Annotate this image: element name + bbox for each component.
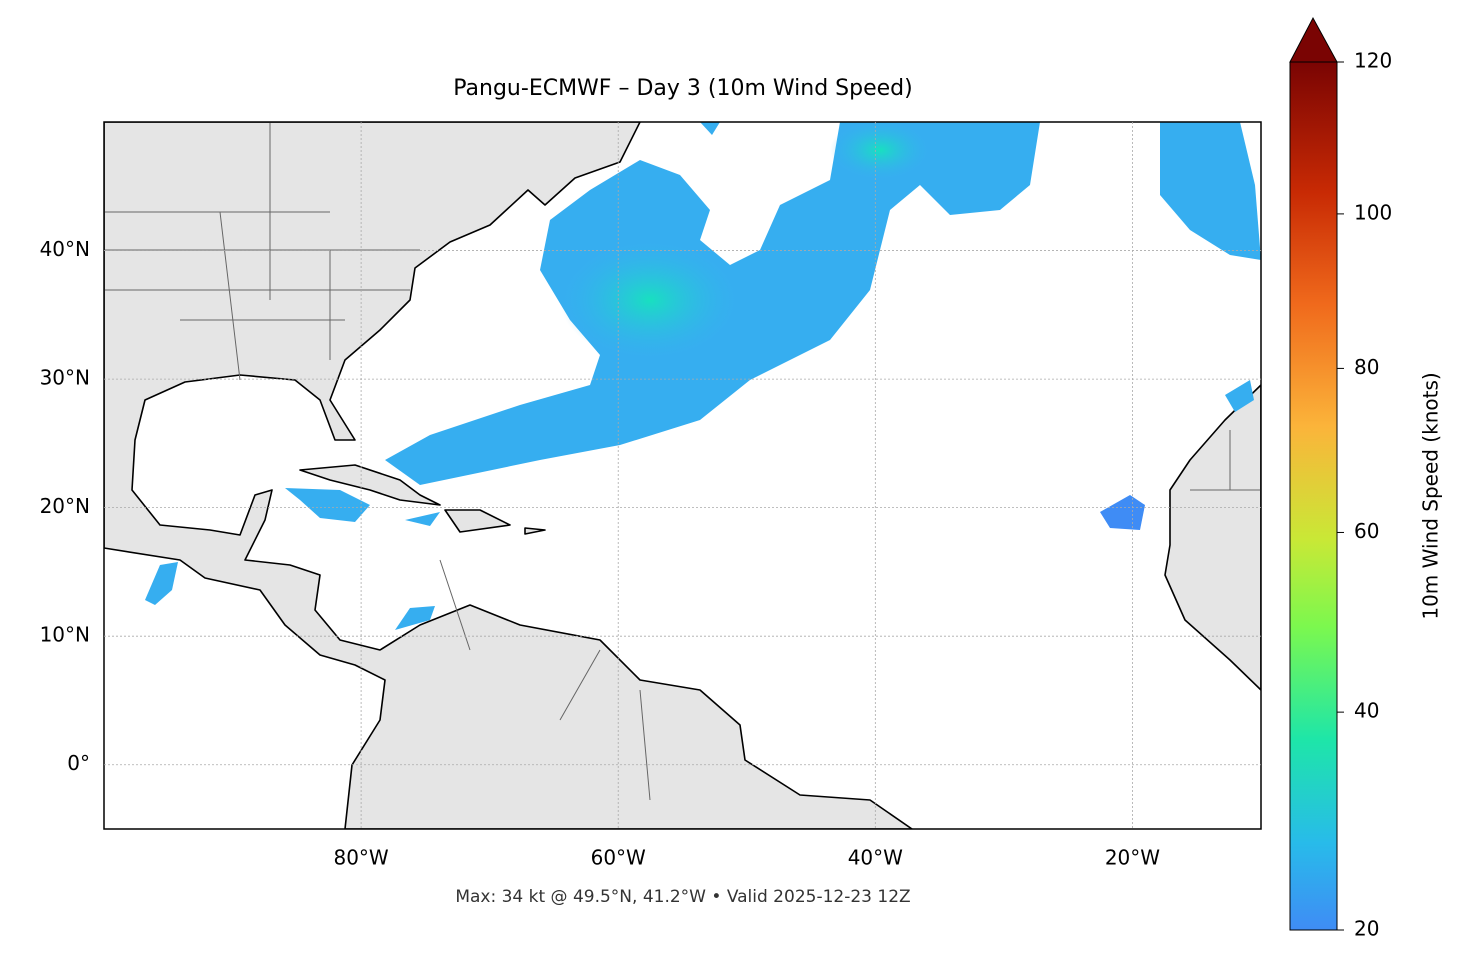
lon-tick-label: 60°W (591, 846, 646, 870)
lon-tick-label: 20°W (1105, 846, 1160, 870)
map-body (104, 122, 1261, 829)
colorbar-tick-label: 60 (1354, 519, 1379, 543)
colorbar-label: 10m Wind Speed (knots) (1419, 372, 1443, 619)
colorbar-tick-label: 100 (1354, 200, 1392, 224)
lat-tick-label: 40°N (40, 237, 90, 261)
lat-tick-label: 0° (67, 751, 90, 775)
colorbar-extend (1289, 16, 1338, 63)
map-title: Pangu-ECMWF – Day 3 (10m Wind Speed) (453, 76, 912, 101)
lon-tick-label: 80°W (333, 846, 388, 870)
colorbar-tick-label: 80 (1354, 355, 1379, 379)
lat-tick-label: 30°N (40, 366, 90, 390)
colorbar-tick-label: 20 (1354, 917, 1379, 941)
lat-tick-label: 10°N (40, 623, 90, 647)
colorbar (1289, 61, 1338, 931)
footer-note: Max: 34 kt @ 49.5°N, 41.2°W • Valid 2025… (455, 887, 910, 907)
colorbar-tick-label: 120 (1354, 49, 1392, 73)
lon-tick-label: 40°W (848, 846, 903, 870)
lat-tick-label: 20°N (40, 494, 90, 518)
colorbar-tick-label: 40 (1354, 699, 1379, 723)
map-frame (103, 121, 1262, 830)
